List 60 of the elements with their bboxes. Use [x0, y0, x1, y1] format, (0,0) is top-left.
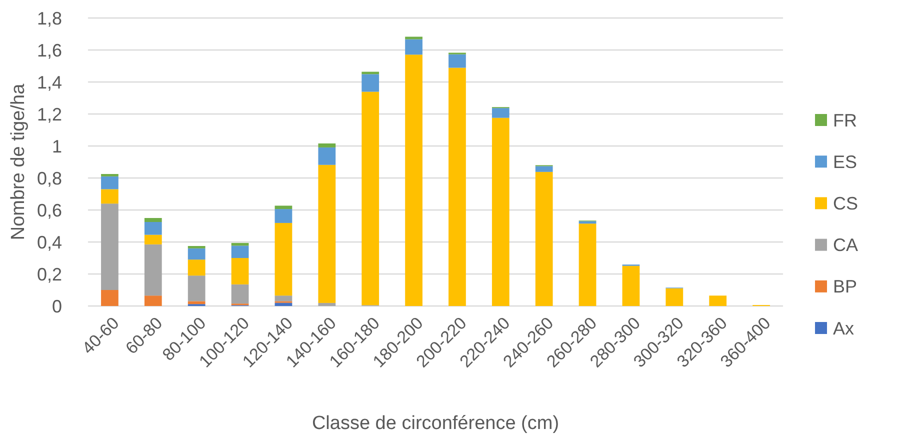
bar	[448, 54, 466, 68]
bar	[535, 172, 553, 306]
bar	[535, 166, 553, 172]
bar	[318, 302, 336, 306]
legend-label: CA	[833, 235, 858, 256]
y-tick-label: 0,6	[36, 200, 62, 220]
y-tick-label: 1,8	[36, 8, 62, 28]
bar	[144, 222, 162, 235]
legend-label: ES	[833, 152, 858, 172]
legend-label: FR	[833, 110, 857, 130]
bar	[101, 290, 118, 306]
bar	[318, 147, 336, 165]
bar	[188, 276, 206, 302]
bar	[188, 301, 206, 304]
bar	[666, 288, 684, 306]
bar	[318, 143, 336, 148]
bar	[231, 258, 249, 284]
bar	[188, 248, 206, 260]
bar	[274, 209, 292, 223]
legend-label: CS	[833, 194, 858, 214]
x-axis-title: Classe de circonférence (cm)	[312, 413, 560, 434]
bar	[622, 266, 640, 306]
bar	[448, 68, 466, 306]
bar	[318, 164, 336, 303]
bar	[274, 302, 292, 306]
y-tick-label: 0,8	[36, 168, 62, 188]
bar	[144, 234, 162, 244]
legend-label: Ax	[833, 318, 854, 338]
y-axis-title: Nombre de tige/ha	[8, 83, 29, 240]
bar	[492, 118, 510, 306]
bar	[231, 246, 249, 258]
bar	[405, 54, 422, 306]
bar	[274, 222, 292, 296]
y-tick-label: 0,4	[36, 232, 62, 252]
y-tick-label: 0,2	[36, 264, 62, 284]
bar	[578, 221, 596, 224]
y-tick-label: 0	[52, 296, 62, 316]
bar	[492, 108, 510, 118]
bar	[101, 204, 118, 290]
bar	[362, 74, 380, 92]
bar	[362, 92, 380, 306]
bar	[188, 260, 206, 276]
bar	[709, 296, 727, 306]
y-tick-label: 1,6	[36, 40, 62, 60]
bar	[101, 176, 118, 190]
bar	[578, 224, 596, 306]
legend-label: BP	[833, 276, 858, 297]
bar	[274, 206, 292, 210]
bar	[405, 36, 422, 40]
bar	[144, 296, 162, 306]
bar	[274, 296, 292, 302]
y-tick-label: 1,2	[36, 104, 62, 124]
bar	[231, 242, 249, 246]
bar	[231, 284, 249, 304]
bar	[144, 218, 162, 222]
y-tick-label: 1	[52, 136, 62, 156]
bar	[144, 244, 162, 296]
y-tick-label: 1,4	[36, 72, 62, 92]
bar	[101, 189, 118, 204]
bar	[405, 39, 422, 55]
